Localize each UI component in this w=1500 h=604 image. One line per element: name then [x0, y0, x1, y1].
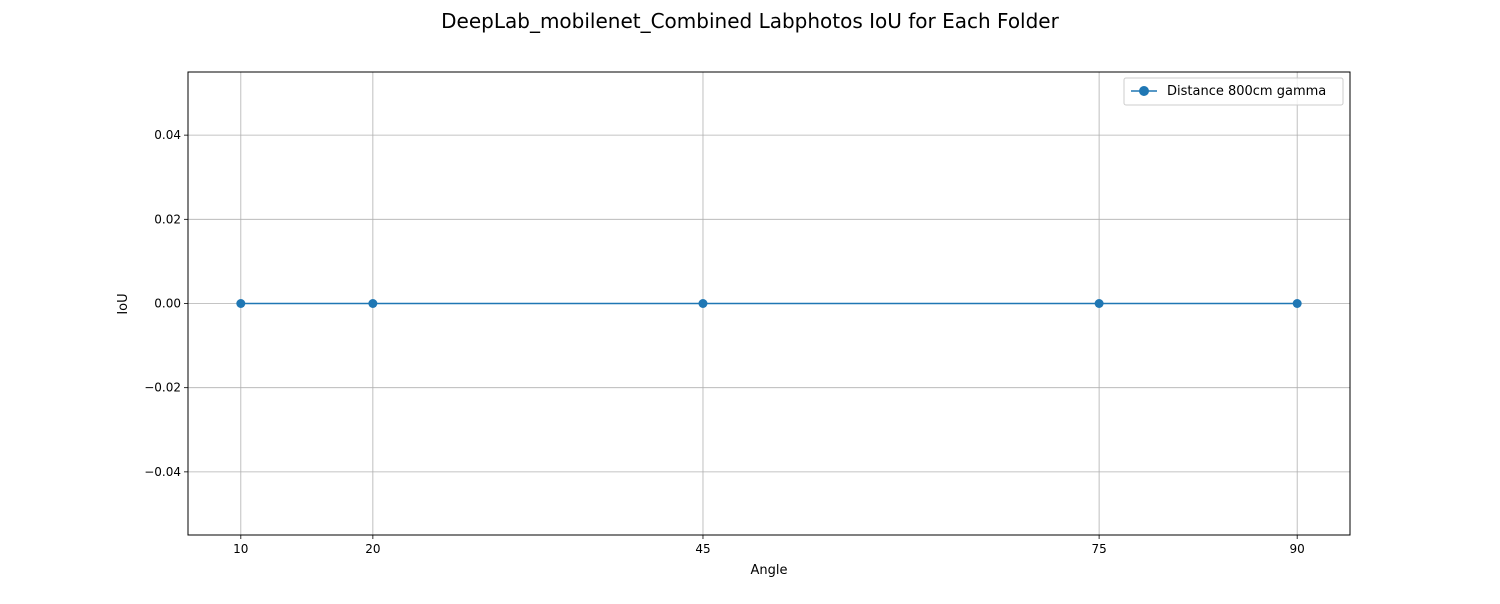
y-tick-label: 0.04 — [154, 128, 181, 142]
legend-label: Distance 800cm gamma — [1167, 84, 1326, 99]
y-tick-label: 0.02 — [154, 212, 181, 226]
series-layer — [236, 299, 1302, 308]
data-point — [236, 299, 246, 308]
legend-marker-swatch — [1139, 86, 1149, 96]
x-tick-label: 75 — [1091, 542, 1106, 556]
x-tick-label: 45 — [695, 542, 710, 556]
y-axis-label: IoU — [116, 293, 131, 314]
data-point — [1094, 299, 1104, 308]
x-tick-label: 90 — [1290, 542, 1305, 556]
legend-box — [1123, 77, 1344, 106]
data-point — [1292, 299, 1302, 308]
x-axis-ticks: 10 20 45 75 90 — [233, 535, 1305, 556]
x-axis-label: Angle — [751, 563, 788, 578]
x-tick-label: 10 — [233, 542, 248, 556]
y-tick-label: 0.00 — [154, 297, 181, 311]
data-point — [368, 299, 378, 308]
y-tick-label: −0.02 — [144, 381, 181, 395]
legend: Distance 800cm gamma — [1123, 77, 1344, 106]
y-tick-label: −0.04 — [144, 465, 181, 479]
data-point — [698, 299, 708, 308]
chart-title: DeepLab_mobilenet_Combined Labphotos IoU… — [441, 9, 1059, 33]
y-axis-ticks: −0.04 −0.02 0.00 0.02 0.04 — [144, 128, 188, 479]
x-tick-label: 20 — [365, 542, 380, 556]
